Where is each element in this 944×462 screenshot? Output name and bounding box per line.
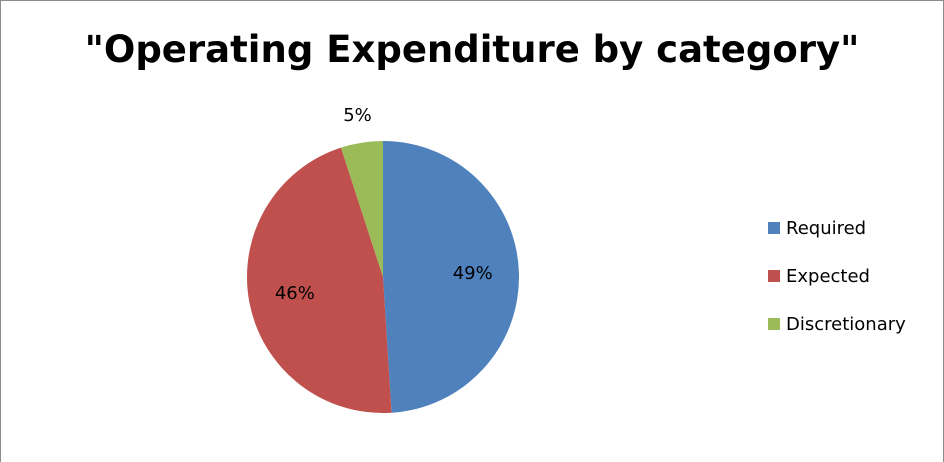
pie-slice-discretionary	[340, 141, 383, 277]
legend-swatch-required	[768, 222, 780, 234]
legend-swatch-expected	[768, 270, 780, 282]
legend-item-expected: Expected	[768, 264, 906, 288]
chart-title: "Operating Expenditure by category"	[84, 28, 860, 71]
data-label-expected: 46%	[275, 283, 315, 304]
legend-label-required: Required	[786, 217, 867, 239]
legend-item-discretionary: Discretionary	[768, 312, 906, 336]
pie-labels: 49% 46% 5%	[275, 105, 493, 304]
legend-swatch-discretionary	[768, 318, 780, 330]
data-label-discretionary: 5%	[343, 105, 372, 126]
legend: Required Expected Discretionary	[768, 216, 906, 360]
pie-slices	[246, 141, 519, 413]
data-label-required: 49%	[453, 263, 493, 284]
legend-item-required: Required	[768, 216, 906, 240]
pie-slice-expected	[246, 147, 392, 413]
pie-slice-required	[383, 141, 519, 413]
legend-label-discretionary: Discretionary	[786, 313, 906, 335]
legend-label-expected: Expected	[786, 265, 870, 287]
